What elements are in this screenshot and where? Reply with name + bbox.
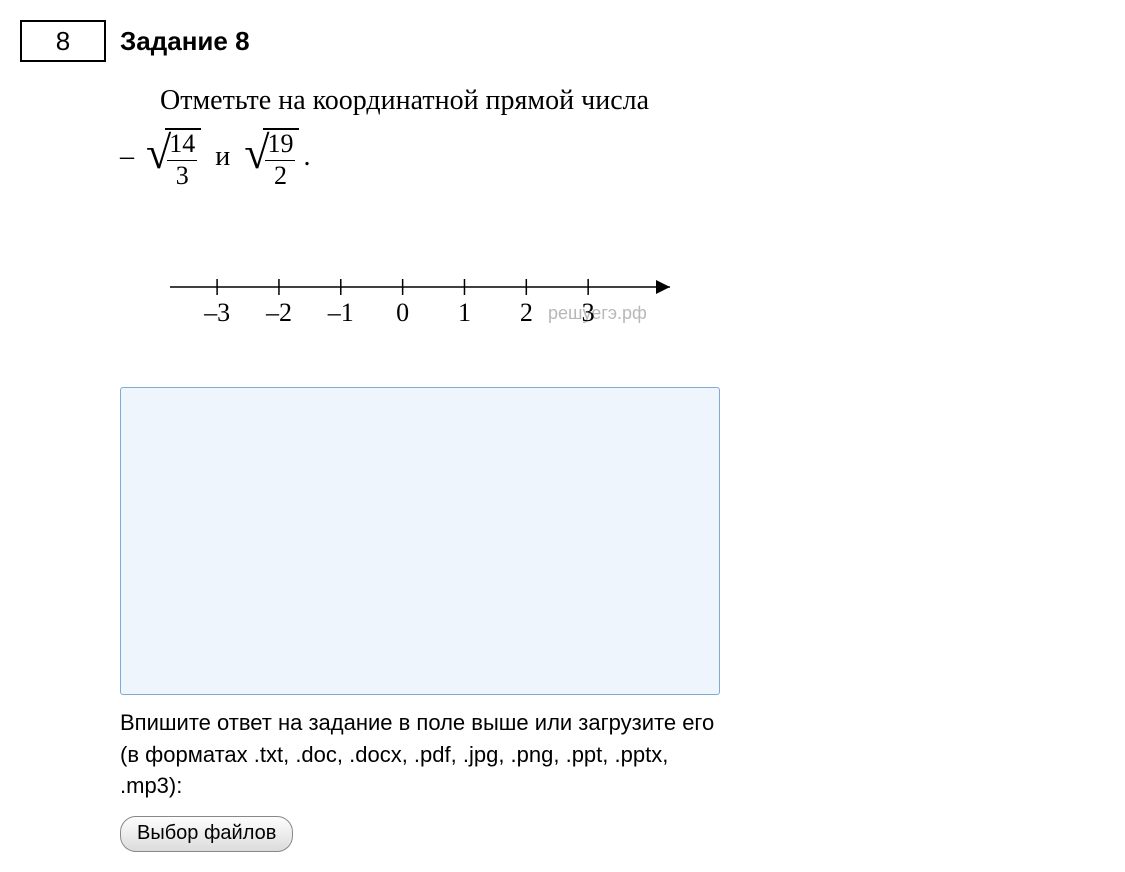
minus-sign: –	[120, 141, 136, 173]
sqrt-1-body: 14 3	[165, 128, 201, 191]
fraction-2-den: 2	[272, 162, 289, 191]
fraction-2-num: 19	[265, 130, 295, 159]
tick-label: 2	[520, 298, 533, 327]
tick-label: –1	[327, 298, 354, 327]
task-number-box: 8	[20, 20, 106, 62]
fraction-1: 14 3	[167, 130, 197, 191]
tick-label: 1	[458, 298, 471, 327]
file-upload-button[interactable]: Выбор файлов	[120, 816, 293, 852]
watermark-text: решуегэ.рф	[548, 303, 647, 323]
task-title: Задание 8	[120, 26, 250, 57]
arrowhead-icon	[656, 280, 670, 294]
number-line-svg: решуегэ.рф –3 –2 –1 0 1 2 3	[170, 269, 690, 339]
fraction-2: 19 2	[265, 130, 295, 191]
upload-hint: Впишите ответ на задание в поле выше или…	[120, 707, 730, 803]
fraction-1-num: 14	[167, 130, 197, 159]
sqrt-2: √ 19 2	[244, 126, 299, 189]
task-content: Отметьте на координатной прямой числа – …	[120, 80, 740, 852]
tick-label: 3	[582, 298, 595, 327]
period: .	[303, 141, 310, 173]
task-number: 8	[56, 26, 70, 57]
conjunction: и	[211, 141, 234, 173]
tick-label: –3	[203, 298, 230, 327]
tick-label: 0	[396, 298, 409, 327]
fraction-1-den: 3	[174, 162, 191, 191]
tick-label: –2	[265, 298, 292, 327]
labels-group: –3 –2 –1 0 1 2 3	[203, 298, 595, 327]
number-line: решуегэ.рф –3 –2 –1 0 1 2 3	[170, 269, 740, 339]
sqrt-1: √ 14 3	[146, 126, 201, 189]
math-expression: – √ 14 3 и √ 19 2 .	[120, 126, 740, 189]
problem-prompt: Отметьте на координатной прямой числа	[120, 80, 740, 122]
sqrt-2-body: 19 2	[263, 128, 299, 191]
task-header: 8 Задание 8	[20, 20, 1105, 62]
answer-textarea[interactable]	[120, 387, 720, 695]
file-upload-label: Выбор файлов	[137, 822, 276, 844]
